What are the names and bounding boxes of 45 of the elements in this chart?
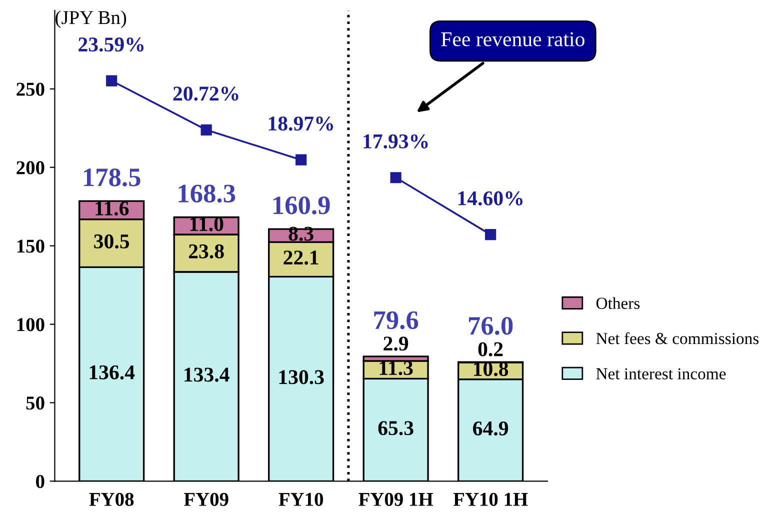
point	[200, 124, 212, 136]
total-label: 168.3	[178, 184, 236, 203]
total-label: 160.9	[274, 196, 330, 214]
data-label: 130.3	[279, 370, 324, 384]
y-tick-label: 250	[16, 82, 44, 96]
data-label: 17.93%	[364, 134, 428, 148]
legend-label: Others	[596, 297, 640, 309]
y-tick-label: 200	[16, 161, 44, 174]
data-label: 65.3	[378, 421, 414, 436]
data-label: 11.6	[96, 201, 129, 216]
y-tick-label: 150	[17, 240, 44, 253]
legend-label: Net fees & commissions	[596, 332, 759, 344]
data-label: 23.8	[188, 244, 224, 258]
total-label: 178.5	[84, 168, 140, 186]
total-label: 76.0	[468, 316, 513, 335]
x-tick-label: FY09	[184, 492, 228, 506]
data-label: 10.8	[474, 362, 508, 376]
data-label: 2.9	[384, 336, 408, 351]
x-tick-label: FY10	[278, 492, 324, 506]
x-tick-label: FY09 1H	[358, 492, 434, 506]
point	[106, 75, 118, 86]
total-label: 79.6	[374, 311, 418, 330]
point	[296, 154, 307, 166]
point	[485, 229, 496, 240]
data-label: 64.9	[473, 421, 508, 436]
data-label: 18.97%	[268, 116, 333, 131]
data-label: 0.2	[478, 342, 503, 356]
data-label: 11.0	[190, 217, 224, 232]
data-label: 22.1	[284, 250, 318, 265]
data-label: 14.60%	[458, 191, 522, 206]
y-axis-title: (JPY Bn)	[56, 10, 126, 28]
data-label: 23.59%	[78, 37, 144, 52]
data-label: 133.4	[184, 368, 230, 382]
y-tick-label: 100	[17, 318, 44, 332]
data-label: 20.72%	[173, 86, 238, 101]
data-label: 136.4	[90, 365, 135, 380]
annotation: Fee revenue ratio	[441, 32, 584, 46]
x-tick-label: FY08	[89, 492, 134, 506]
point	[390, 172, 402, 184]
y-tick-label: 0	[36, 474, 44, 488]
x-tick-label: FY10 1H	[453, 492, 528, 506]
legend-label: Net interest income	[596, 368, 726, 380]
y-tick-label: 50	[26, 396, 44, 410]
data-label: 30.5	[94, 234, 130, 249]
data-label: 11.3	[380, 361, 413, 376]
